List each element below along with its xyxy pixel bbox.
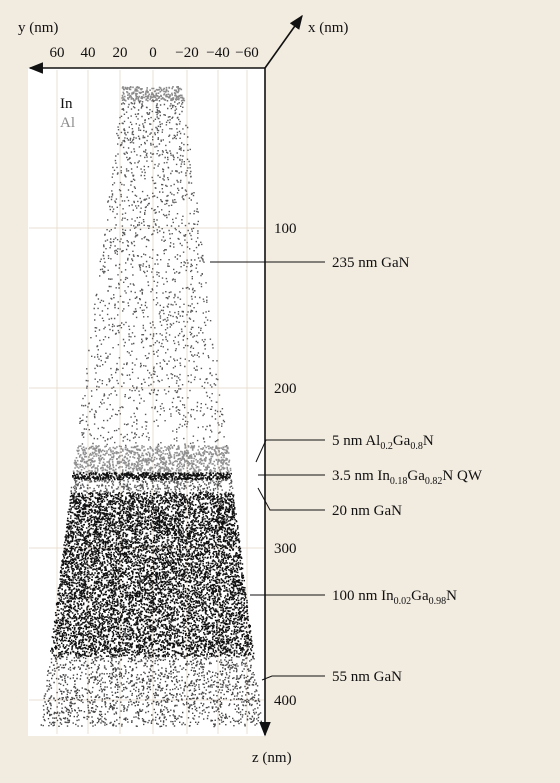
legend-in: In xyxy=(60,96,73,112)
z-axis-label: z (nm) xyxy=(252,750,292,766)
annotation: 235 nm GaN xyxy=(332,255,410,271)
annotation-text: 5 nm Al xyxy=(332,433,380,449)
annotation-text: N xyxy=(423,433,434,449)
y-tick-label: 0 xyxy=(149,45,157,61)
annotation-text: 3.5 nm In xyxy=(332,468,390,484)
annotation: 55 nm GaN xyxy=(332,669,402,685)
subscript: 0.02 xyxy=(394,596,412,607)
z-tick-label: 100 xyxy=(274,221,297,237)
annotation-text: Ga xyxy=(393,433,411,449)
y-tick-label: −40 xyxy=(206,45,229,61)
annotation-text: 235 nm GaN xyxy=(332,255,410,271)
y-tick-label: −20 xyxy=(175,45,198,61)
z-tick-label: 200 xyxy=(274,381,297,397)
annotation-text: Ga xyxy=(411,588,429,604)
subscript: 0.2 xyxy=(380,441,393,452)
annotation: 20 nm GaN xyxy=(332,503,402,519)
annotation-text: 20 nm GaN xyxy=(332,503,402,519)
z-tick-label: 300 xyxy=(274,541,297,557)
annotation-text: 55 nm GaN xyxy=(332,669,402,685)
x-axis-label: x (nm) xyxy=(308,20,348,36)
z-tick-label: 400 xyxy=(274,693,297,709)
figure: y (nm) x (nm) z (nm) In Al 235 nm GaN 5 n… xyxy=(0,0,560,783)
subscript: 0.8 xyxy=(410,441,423,452)
y-tick-label: 20 xyxy=(113,45,128,61)
annotation-text: N QW xyxy=(442,468,482,484)
subscript: 0.18 xyxy=(390,476,408,487)
y-tick-label: 60 xyxy=(50,45,65,61)
annotation-text: 100 nm In xyxy=(332,588,394,604)
y-tick-label: −60 xyxy=(235,45,258,61)
annotation-text: N xyxy=(446,588,457,604)
legend-al: Al xyxy=(60,115,75,131)
annotation-text: Ga xyxy=(407,468,425,484)
y-tick-label: 40 xyxy=(81,45,96,61)
subscript: 0.82 xyxy=(425,476,443,487)
subscript: 0.98 xyxy=(429,596,447,607)
y-axis-label: y (nm) xyxy=(18,20,58,36)
